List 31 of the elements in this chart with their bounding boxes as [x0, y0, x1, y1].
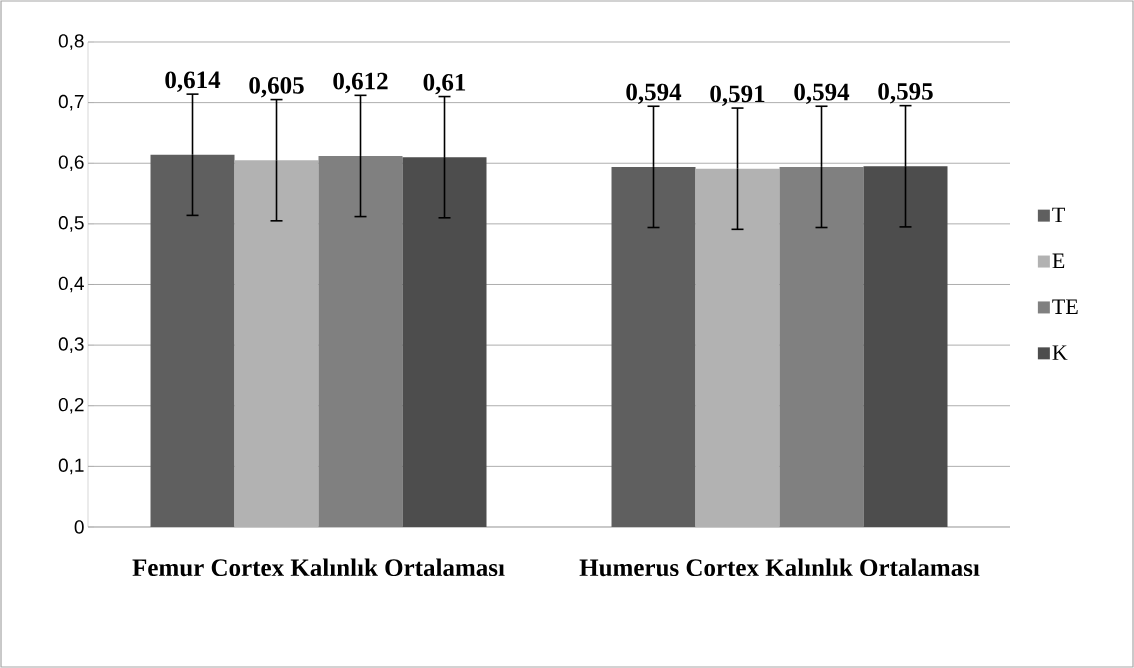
x-tick-label: Humerus Cortex Kalınlık Ortalaması	[579, 558, 980, 577]
data-label: 0,595	[878, 82, 933, 104]
y-tick-label: 0,6	[58, 155, 84, 172]
bar	[779, 166, 864, 527]
y-tick-label: 0,5	[58, 216, 84, 232]
y-tick-label: 0	[74, 520, 84, 534]
x-tick-label: Femur Cortex Kalınlık Ortalaması	[132, 558, 505, 577]
y-tick-label: 0,1	[58, 458, 84, 475]
legend-label: K	[1052, 345, 1068, 360]
data-label: 0,614	[165, 71, 221, 92]
legend-label: E	[1052, 253, 1065, 268]
data-label: 0,612	[333, 72, 388, 94]
y-tick-label: 0,4	[58, 276, 84, 293]
bar	[863, 166, 948, 527]
y-tick-label: 0,3	[58, 337, 84, 353]
bar	[611, 166, 696, 527]
bar	[402, 157, 487, 527]
data-label: 0,594	[794, 83, 850, 105]
legend-label: T	[1052, 207, 1065, 223]
bar	[150, 154, 235, 527]
y-tick-label: 0,7	[58, 94, 84, 111]
data-label: 0,61	[423, 73, 466, 95]
bar	[695, 168, 780, 527]
data-label: 0,605	[249, 76, 304, 98]
y-tick-label: 0,2	[58, 397, 84, 414]
legend-label: TE	[1052, 299, 1078, 314]
y-tick-label: 0,8	[58, 34, 84, 50]
data-label: 0,594	[626, 83, 682, 105]
bar	[318, 155, 403, 527]
bar	[234, 160, 319, 527]
data-label: 0,591	[710, 85, 765, 106]
